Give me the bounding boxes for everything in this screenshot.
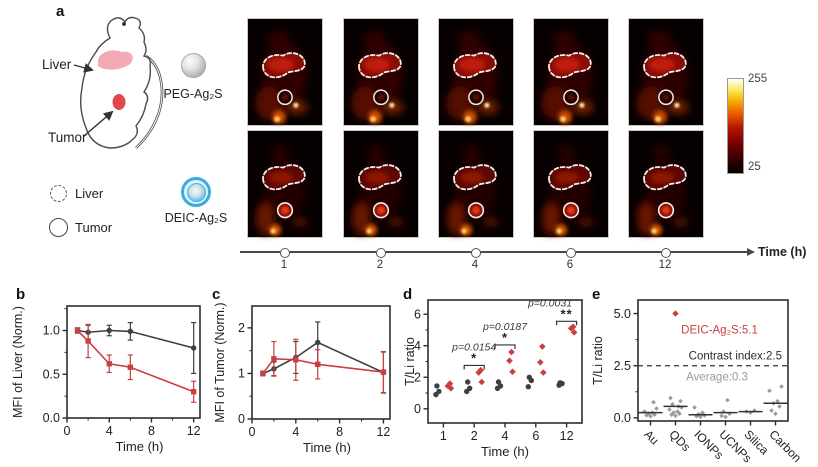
svg-text:8: 8 — [336, 425, 343, 439]
timeline-arrowhead-icon — [747, 247, 755, 256]
mouse-anatomy-illustration: Liver Tumor — [42, 16, 164, 149]
svg-text:MFI of Tumor (Norm.): MFI of Tumor (Norm.) — [213, 302, 227, 422]
svg-text:4: 4 — [292, 425, 299, 439]
tumor-legend-label: Tumor — [75, 220, 113, 235]
svg-text:0: 0 — [238, 412, 245, 426]
svg-text:0.5: 0.5 — [43, 367, 60, 381]
timeline-axis — [240, 251, 748, 253]
timeline-tick-1: 1 — [280, 259, 288, 271]
svg-text:Time (h): Time (h) — [116, 439, 164, 454]
svg-text:6: 6 — [414, 307, 421, 321]
timeline-dot-4h — [470, 247, 481, 258]
panel-a-label: a — [56, 3, 65, 20]
timeline-tick-2: 2 — [376, 259, 384, 271]
svg-text:Time (h): Time (h) — [481, 444, 529, 459]
liver-shape — [98, 50, 133, 70]
svg-text:Au: Au — [641, 427, 661, 447]
svg-text:1: 1 — [440, 429, 447, 443]
scan-deic-2h — [343, 130, 419, 238]
timeline-axis-label: Time (h) — [758, 245, 807, 259]
svg-text:Time (h): Time (h) — [303, 440, 351, 455]
deic-nanoparticle-icon — [181, 177, 211, 207]
panel-b-label: b — [16, 286, 26, 303]
svg-text:QDs: QDs — [666, 427, 693, 454]
timeline-dot-12h — [660, 247, 671, 258]
deic-nanoparticle-core — [186, 182, 206, 202]
scan-peg-12h — [628, 18, 704, 126]
svg-text:MFI of Liver (Norm.): MFI of Liver (Norm.) — [11, 306, 25, 418]
svg-text:p=0.0187: p=0.0187 — [482, 321, 528, 333]
svg-text:2: 2 — [471, 429, 478, 443]
timeline-dot-2h — [375, 247, 386, 258]
timeline-tick-6: 6 — [566, 259, 574, 271]
svg-text:6: 6 — [532, 429, 539, 443]
timeline-tick-4: 4 — [471, 259, 479, 271]
tumor-legend-swatch — [49, 218, 68, 237]
svg-text:p=0.0154: p=0.0154 — [451, 341, 496, 353]
scan-deic-4h — [438, 130, 514, 238]
peg-nanoparticle-icon — [181, 53, 206, 78]
tumor-pointer-label: Tumor — [48, 130, 87, 145]
svg-text:Average:0.3: Average:0.3 — [686, 371, 748, 383]
peg-probe-label: PEG-Ag₂S — [163, 87, 223, 101]
scan-peg-4h — [438, 18, 514, 126]
svg-text:0: 0 — [249, 425, 256, 439]
svg-text:2.5: 2.5 — [614, 359, 631, 373]
svg-text:4: 4 — [502, 429, 509, 443]
svg-text:8: 8 — [148, 424, 155, 438]
svg-text:4: 4 — [414, 339, 421, 353]
deic-probe-label: DEIC-Ag₂S — [164, 211, 228, 225]
liver-pointer-label: Liver — [42, 57, 72, 72]
liver-arrow — [73, 63, 94, 73]
svg-text:1: 1 — [238, 367, 245, 381]
scan-peg-1h — [247, 18, 323, 126]
liver-legend-swatch — [50, 185, 67, 202]
svg-text:*: * — [502, 330, 508, 345]
svg-text:Carbon: Carbon — [766, 427, 804, 465]
svg-text:0.0: 0.0 — [614, 411, 631, 425]
svg-text:**: ** — [561, 306, 573, 321]
scan-peg-6h — [533, 18, 609, 126]
panel-e-label: e — [592, 286, 601, 303]
colorbar-min-label: 25 — [748, 161, 761, 173]
svg-text:12: 12 — [560, 429, 574, 443]
liver-legend-label: Liver — [75, 186, 104, 201]
scan-deic-6h — [533, 130, 609, 238]
panel-c-label: c — [212, 286, 221, 303]
timeline-dot-6h — [565, 247, 576, 258]
colorbar-max-label: 255 — [748, 73, 768, 85]
svg-text:p=0.0031: p=0.0031 — [527, 297, 572, 309]
svg-text:Contrast index:2.5: Contrast index:2.5 — [689, 351, 782, 363]
panel-d-label: d — [403, 286, 413, 303]
svg-text:5.0: 5.0 — [614, 307, 631, 321]
svg-text:2: 2 — [414, 370, 421, 384]
svg-text:12: 12 — [376, 425, 390, 439]
svg-text:1.0: 1.0 — [43, 324, 60, 338]
mouse-eye — [122, 22, 126, 26]
scan-deic-12h — [628, 130, 704, 238]
svg-text:T/Li ratio: T/Li ratio — [591, 336, 605, 385]
scan-peg-2h — [343, 18, 419, 126]
svg-text:0: 0 — [64, 424, 71, 438]
timeline-dot-1h — [279, 247, 290, 258]
chart-liver-mfi: 0.0 0.5 1.0 MFI of Liver (Norm.) 0 4 8 12 Time (… — [11, 305, 201, 454]
svg-text:2: 2 — [238, 321, 245, 335]
svg-text:0.0: 0.0 — [43, 411, 60, 425]
scan-deic-1h — [247, 130, 323, 238]
tumor-shape — [112, 94, 126, 110]
svg-text:4: 4 — [106, 424, 113, 438]
svg-text:T/Li ratio: T/Li ratio — [403, 337, 417, 386]
timeline-tick-12: 12 — [658, 259, 672, 271]
mouse-body-outline — [79, 16, 152, 149]
tumor-arrow — [83, 110, 114, 137]
svg-text:*: * — [471, 350, 477, 365]
svg-text:DEIC-Ag₂S:5.1: DEIC-Ag₂S:5.1 — [681, 325, 758, 337]
svg-text:0: 0 — [414, 402, 421, 416]
intensity-colorbar — [727, 78, 744, 174]
svg-text:12: 12 — [187, 424, 201, 438]
